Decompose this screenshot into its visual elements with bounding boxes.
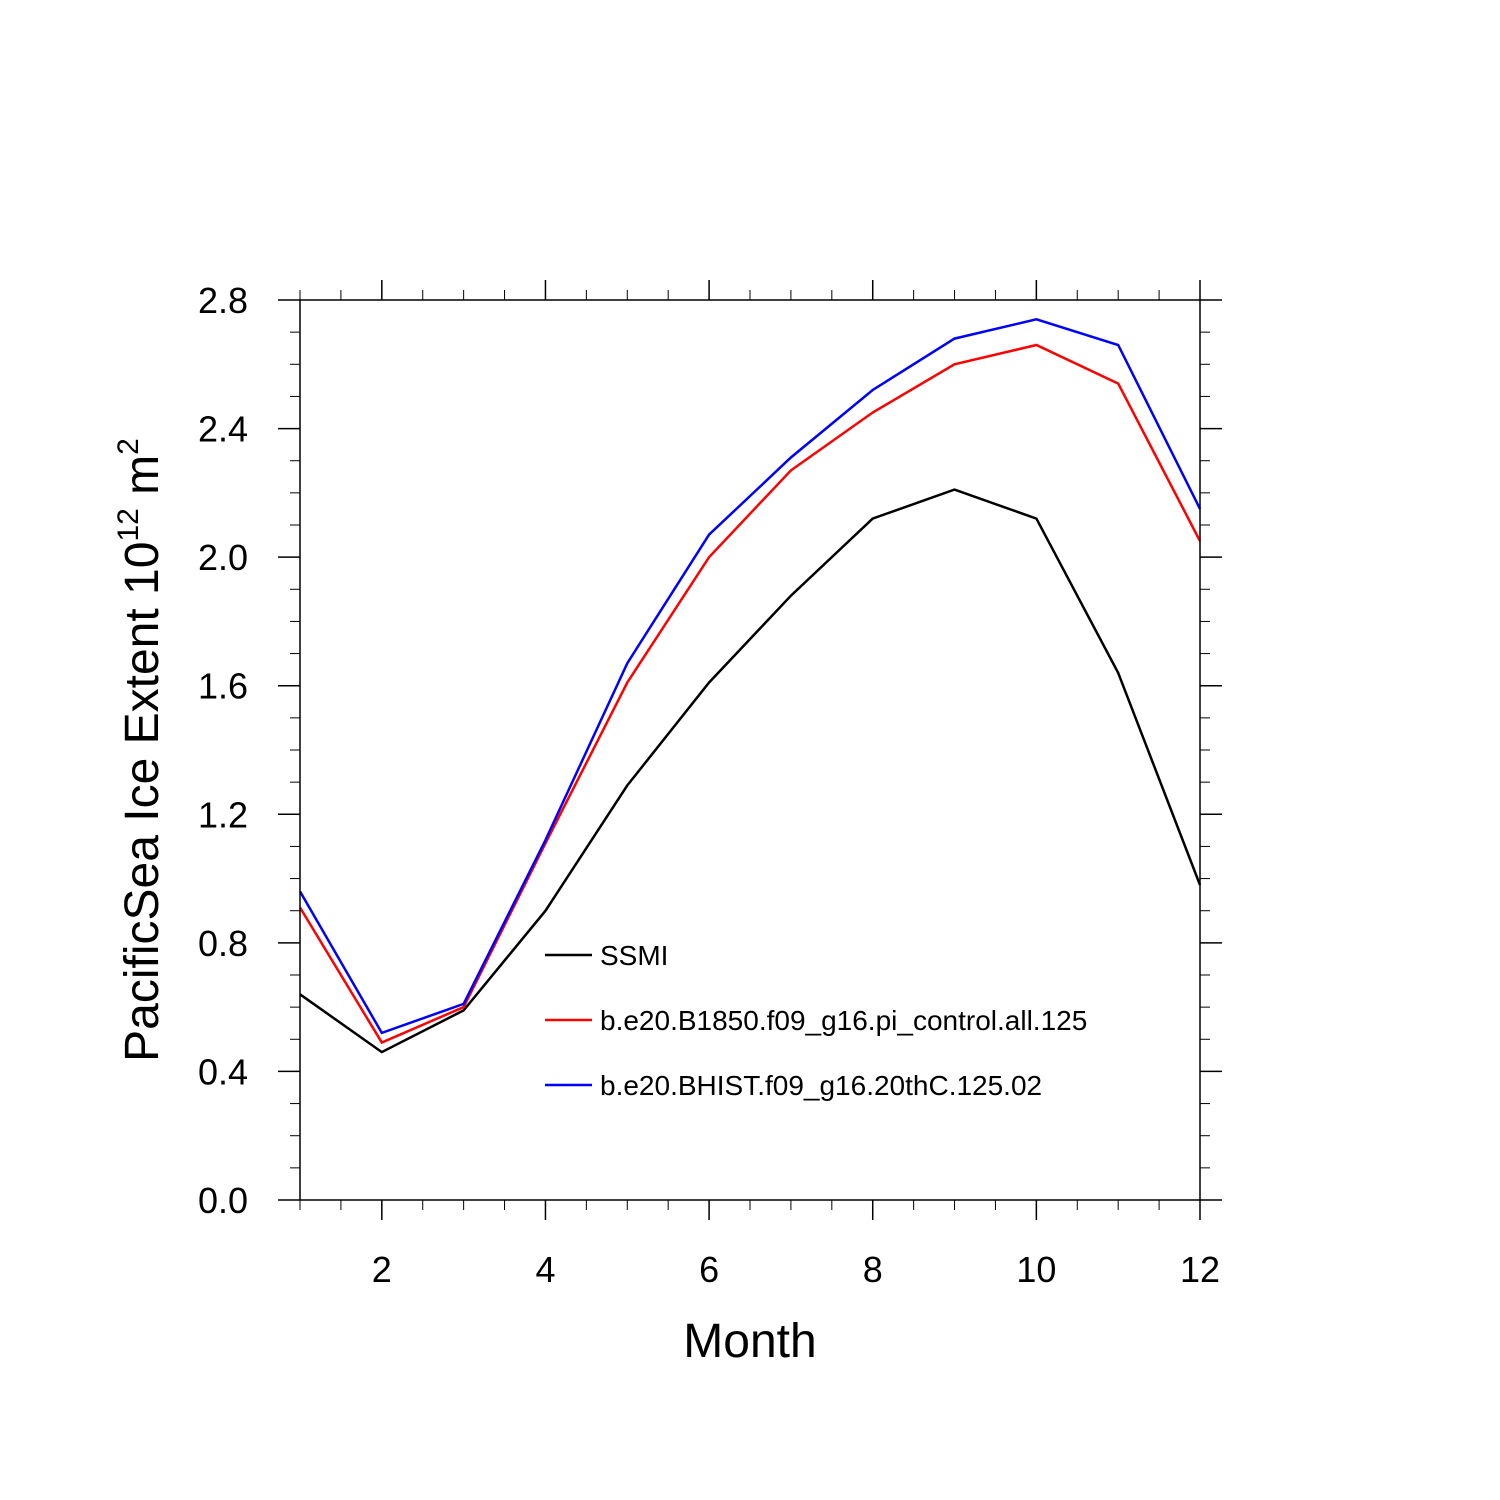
- legend: SSMI b.e20.B1850.f09_g16.pi_control.all.1…: [545, 940, 1087, 1101]
- legend-label: b.e20.B1850.f09_g16.pi_control.all.125: [600, 1005, 1087, 1036]
- x-axis-title: Month: [683, 1315, 816, 1368]
- y-tick-label: 1.6: [198, 666, 248, 707]
- series-line-b-e20-bhist-f09-g16-20thc-125-02: [298, 318, 1202, 1035]
- y-tick-label: 2.0: [198, 537, 248, 578]
- y-axis-title-prefix: PacificSea Ice Extent 10: [116, 542, 169, 1062]
- x-tick-label: 12: [1180, 1249, 1220, 1290]
- x-tick-label: 4: [535, 1249, 555, 1290]
- y-axis-title-exponent-1: 12: [112, 508, 145, 541]
- x-tick-label: 6: [699, 1249, 719, 1290]
- y-tick-label: 0.0: [198, 1180, 248, 1221]
- ticks-layer: [278, 280, 1222, 1220]
- y-axis-title-unit: m: [116, 455, 169, 508]
- x-tick-label: 2: [372, 1249, 392, 1290]
- y-tick-label: 0.4: [198, 1051, 248, 1092]
- x-tick-label: 8: [863, 1249, 883, 1290]
- plot-frame: [299, 299, 1201, 1201]
- series-line-ssmi: [299, 488, 1202, 1054]
- y-tick-labels: 0.0 0.4 0.8 1.2 1.6 2.0 2.4 2.8: [198, 280, 248, 1221]
- x-tick-labels: 2 4 6 8 10 12: [372, 1249, 1220, 1290]
- legend-label: b.e20.BHIST.f09_g16.20thC.125.02: [600, 1070, 1042, 1101]
- y-axis-title-exponent-2: 2: [112, 438, 145, 455]
- series-layer: [298, 318, 1202, 1054]
- y-axis-title: PacificSea Ice Extent 1012 m2: [112, 438, 169, 1062]
- y-tick-label: 0.8: [198, 923, 248, 964]
- series-line-b-e20-b1850-f09-g16-pi-control-all-125: [298, 343, 1202, 1045]
- y-tick-label: 1.2: [198, 794, 248, 835]
- x-tick-label: 10: [1016, 1249, 1056, 1290]
- legend-label: SSMI: [600, 940, 668, 971]
- y-tick-label: 2.8: [198, 280, 248, 321]
- y-tick-label: 2.4: [198, 409, 248, 450]
